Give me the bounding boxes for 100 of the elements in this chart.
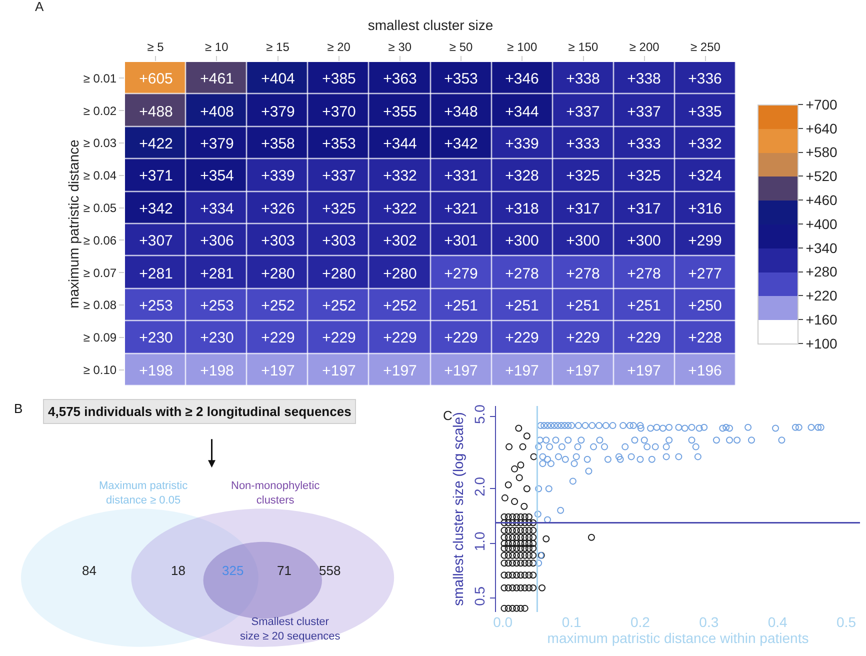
text: B [14,401,23,416]
x-tick-label: 0.2 [630,614,650,630]
data-label: +337 [322,167,356,184]
data-label: +337 [566,103,600,120]
x-tick-label: ≥ 150 [568,40,599,54]
data-label: +229 [322,329,356,346]
data-label: +197 [444,362,478,380]
data-label: +302 [383,232,417,250]
y-tick-label: ≥ 0.06 [83,233,117,248]
data-label: +281 [139,265,173,282]
data-label: +197 [322,362,356,380]
text: A [35,0,44,14]
data-label: +251 [505,297,539,314]
data-label: +229 [566,329,600,346]
x-tick-label: 0.1 [562,614,582,630]
data-label: +317 [627,200,661,218]
y-tick-label: 5.0 [471,404,488,424]
data-label: +408 [200,103,234,120]
data-label: +321 [444,200,478,218]
data-label: +342 [139,200,173,218]
y-tick-label: ≥ 0.10 [83,363,117,377]
y-tick-label: 1.0 [471,531,488,552]
data-label: +331 [444,167,478,184]
text: 4,575 individuals with ≥ 2 longitudinal sequences [48,404,352,419]
x-tick-label: ≥ 30 [388,40,412,54]
text: C [443,408,452,423]
data-label: +197 [261,362,295,380]
y-axis-title: maximum patristic distance [65,139,82,308]
data-label: +344 [383,135,417,152]
x-tick-label: 0.4 [768,614,788,630]
y-tick-label: 2.0 [471,476,488,496]
x-tick-label: 0.5 [836,614,856,630]
data-label: +344 [505,103,539,120]
data-label: +339 [505,135,539,152]
data-label: +300 [505,232,539,250]
data-label: +333 [627,135,661,152]
x-tick-label: ≥ 50 [449,40,474,54]
data-label: +198 [200,362,234,380]
x-tick-label: ≥ 250 [690,40,721,54]
data-label: +338 [566,70,600,88]
y-tick-label: ≥ 0.02 [83,104,117,118]
data-label: +379 [261,103,295,120]
data-label: +322 [383,200,417,218]
color-bar-label: +640 [806,120,838,136]
data-label: +404 [261,70,295,88]
color-bar-label: +160 [806,312,838,328]
color-bar-label: +460 [806,192,838,208]
data-label: +339 [261,167,295,184]
data-label: +325 [322,200,356,218]
data-label: +353 [444,70,478,88]
data-label: +196 [688,362,722,380]
y-tick-label: ≥ 0.09 [83,330,117,345]
y-tick-label: 0.5 [471,586,488,606]
data-label: +355 [383,103,417,120]
x-axis-title: maximum patristic distance within patients [547,630,809,646]
data-label: +488 [139,103,173,120]
data-label: +303 [322,232,356,250]
data-label: +250 [688,297,722,314]
data-label: +332 [383,167,417,184]
data-label: +461 [200,70,234,88]
data-label: +328 [505,167,539,184]
data-label: +252 [261,297,295,314]
data-label: 325 [222,563,244,578]
data-label: +371 [139,167,173,184]
data-label: +278 [566,265,600,282]
y-tick-label: ≥ 0.01 [83,71,117,86]
data-label: +280 [383,265,417,282]
data-label: +252 [322,297,356,314]
data-label: +353 [322,135,356,152]
data-label: +278 [627,265,661,282]
data-label: +252 [383,297,417,314]
data-label: +346 [505,70,539,88]
data-label: +251 [627,297,661,314]
data-label: +342 [444,135,478,152]
data-label: +316 [688,200,722,218]
data-label: +333 [566,135,600,152]
x-tick-label: 0.0 [493,614,513,630]
data-label: +336 [688,70,722,88]
data-label: 84 [82,563,96,578]
data-label: +251 [444,297,478,314]
data-label: +335 [688,103,722,120]
x-tick-label: ≥ 5 [147,40,164,54]
data-label: +354 [200,167,234,184]
data-label: +337 [627,103,661,120]
data-label: +230 [139,329,173,346]
data-label: +197 [627,362,661,380]
data-label: +325 [627,167,661,184]
data-label: +325 [566,167,600,184]
data-label: +605 [139,70,173,88]
color-bar-label: +520 [806,168,838,184]
x-tick-label: ≥ 100 [507,40,538,54]
data-label: +229 [261,329,295,346]
data-label: +326 [261,200,295,218]
color-bar-label: +100 [806,335,838,352]
data-label: +358 [261,135,295,152]
data-label: +253 [139,297,173,314]
data-label: +280 [322,265,356,282]
y-tick-label: ≥ 0.07 [83,266,117,280]
data-label: +229 [444,329,478,346]
data-label: +370 [322,103,356,120]
